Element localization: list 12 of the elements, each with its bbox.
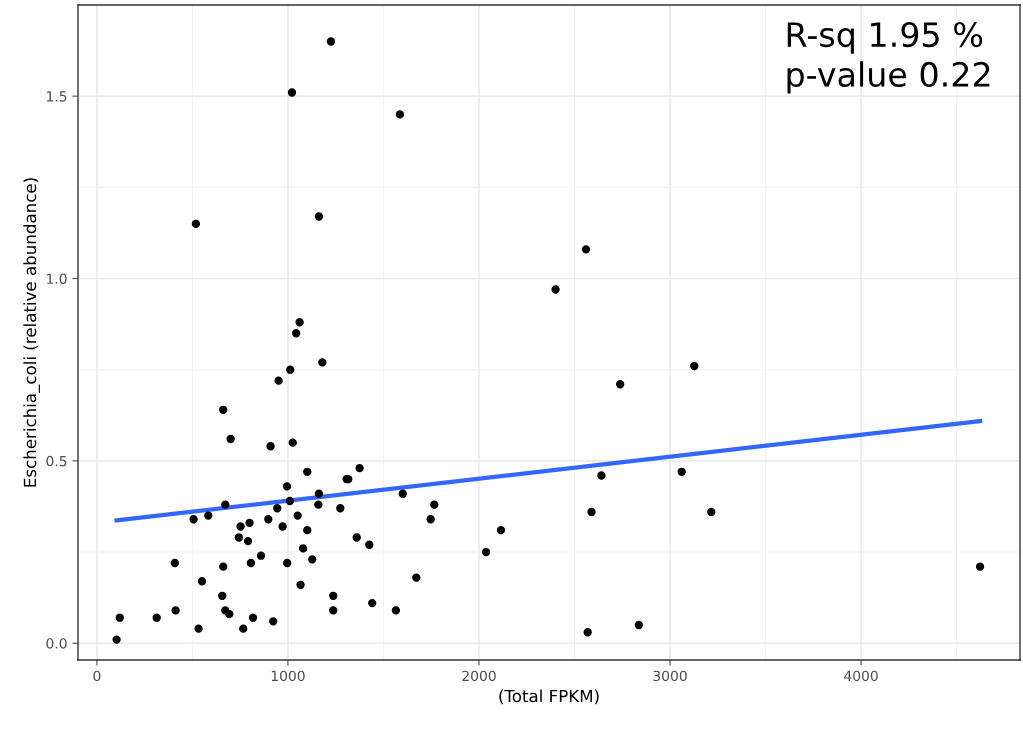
y-axis-title: Escherichia_coli (relative abundance)	[23, 178, 40, 487]
annotation: R-sq 1.95 % p-value 0.22	[787, 21, 990, 94]
x-tick-label: 2000	[462, 670, 496, 682]
x-axis-title: (Total FPKM)	[499, 689, 599, 705]
x-tick-label: 4000	[844, 670, 878, 682]
x-tick-label: 1000	[271, 670, 305, 682]
y-tick-label: 1.0	[47, 273, 67, 284]
x-tick-label: 3000	[653, 670, 687, 682]
y-tick-label: 0.5	[46, 455, 67, 467]
y-tick-label: 1.5	[47, 91, 67, 102]
y-tick-label: 0.0	[46, 638, 67, 649]
x-tick-label: 0	[93, 670, 101, 682]
